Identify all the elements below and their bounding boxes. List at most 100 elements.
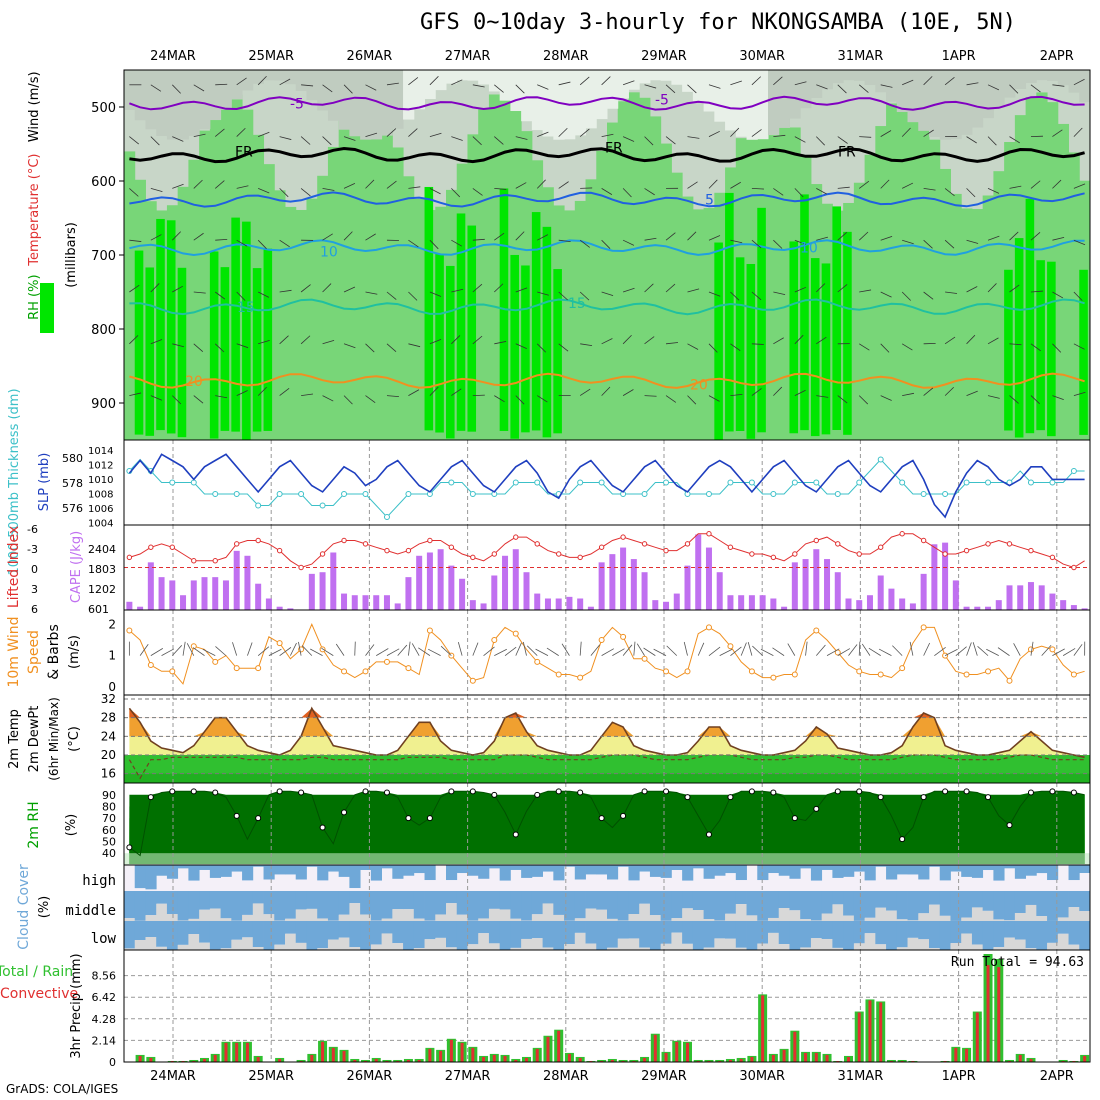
rh-band-moist	[295, 209, 307, 440]
rh-band-saturated	[1014, 238, 1024, 438]
wind-speed-line-point	[426, 627, 433, 634]
cloud-level-middle: middle	[65, 903, 116, 919]
wind-barb	[558, 343, 569, 352]
wind-barb	[665, 395, 677, 403]
rh2m-point	[491, 791, 498, 798]
cloud-cell-middle	[735, 891, 747, 905]
rh-band-moist	[220, 93, 232, 441]
cloud-cell-high	[939, 865, 951, 881]
cape-bar	[920, 573, 927, 610]
wind-barb	[966, 286, 978, 293]
cloud-unit: (%)	[37, 896, 52, 919]
cloud-gap-low	[703, 947, 715, 950]
cloud-cell-middle	[768, 891, 780, 918]
temp-tick: 24	[101, 729, 116, 743]
precip-convective-bar	[578, 1057, 582, 1062]
wind-barb	[537, 395, 548, 403]
rh-band-moist	[682, 196, 694, 440]
rh-legend-swatch	[40, 283, 54, 333]
isotherm-label: -5	[290, 96, 304, 112]
cloud-cell-middle	[864, 891, 876, 918]
wind-barb	[837, 284, 848, 293]
temp-ylabel-3: (6hr Min/Max)	[47, 697, 61, 781]
wind-barb	[343, 84, 353, 94]
precip-convective-bar	[621, 1060, 625, 1062]
wind-barb	[859, 289, 872, 293]
cloud-cell-middle	[682, 891, 694, 909]
wind-barb	[1030, 180, 1041, 189]
cloud-cell-middle	[338, 891, 350, 915]
lifted-index-point	[384, 547, 390, 554]
cloud-cell-middle	[285, 891, 297, 919]
thickness-line-point	[233, 491, 240, 497]
lifted-index-point	[255, 537, 261, 544]
cloud-cell-high	[446, 865, 458, 881]
temp-ylabel-4: (°C)	[67, 726, 82, 752]
wind-barb-10m	[354, 641, 356, 656]
cape-bar	[491, 575, 498, 610]
wind-barb	[193, 291, 206, 294]
wind-barb	[730, 127, 740, 137]
cloud-cell-middle	[124, 891, 136, 919]
precip-convective-bar	[653, 1034, 657, 1062]
rh-band-saturated	[735, 257, 745, 432]
wind-barb-10m	[1052, 648, 1065, 656]
cloud-cell-middle	[971, 891, 984, 908]
cloud-cell-low	[349, 921, 361, 948]
wind-barb	[322, 340, 335, 345]
wind-barb	[408, 343, 421, 348]
cloud-gap-middle	[499, 909, 511, 921]
cloud-cell-high	[177, 865, 189, 869]
wind-barb-10m	[934, 647, 946, 656]
cloud-cell-low	[778, 921, 790, 945]
wind-barb-10m	[310, 648, 323, 656]
precip-convective-bar	[310, 1054, 314, 1062]
rh-band-dry	[757, 70, 769, 140]
wind-barb	[622, 136, 635, 142]
wind-barb-10m	[215, 646, 227, 656]
rh-band-dry	[907, 70, 919, 123]
wind-barb	[1009, 231, 1019, 241]
thickness-line-point	[448, 479, 455, 486]
cloud-cell-high	[220, 865, 232, 877]
wind-barb-10m	[335, 643, 345, 656]
cloud-gap-low	[488, 943, 501, 950]
precip-tick: 4.28	[92, 1013, 117, 1026]
precip-convective-bar	[353, 1059, 357, 1062]
rh-band-moist	[768, 92, 780, 440]
cloud-cell-middle	[252, 891, 264, 904]
wind-tick: 2	[108, 617, 116, 631]
cloud-cell-high	[242, 865, 254, 881]
wind-barb	[923, 387, 934, 396]
cloud-gap-low	[778, 944, 790, 950]
wind-barb	[365, 233, 376, 241]
wind-barb	[1052, 84, 1065, 87]
wind-barb-10m	[697, 642, 705, 656]
wind-barb	[966, 239, 979, 244]
lifted-index-point	[534, 541, 540, 547]
rh-band-saturated	[209, 251, 219, 439]
wind-speed-line-point	[663, 668, 670, 675]
wind-ylabel-2: Speed	[26, 630, 42, 674]
wind-barb	[300, 335, 311, 345]
rh-band-dry	[982, 70, 994, 119]
precip-convective-bar	[1029, 1058, 1033, 1062]
slp-tick: 1004	[88, 519, 113, 530]
wind-barb	[301, 84, 314, 87]
wind-barb	[773, 337, 784, 345]
rh-band-saturated	[156, 218, 165, 431]
rh-band-dry	[188, 70, 200, 136]
wind-barb	[1009, 395, 1019, 404]
wind-ylabel-3: & Barbs	[46, 624, 62, 680]
cloud-gap-middle	[639, 903, 651, 921]
wind-barb	[429, 239, 439, 250]
cloud-cell-high	[424, 865, 436, 881]
cloud-gap-low	[542, 947, 554, 950]
cloud-gap-middle	[671, 918, 683, 921]
wind-speed-line-point	[727, 643, 734, 650]
cloud-cell-low	[188, 921, 200, 935]
wind-barb	[129, 284, 140, 293]
wind-barb	[322, 233, 333, 241]
cloud-gap-middle	[864, 917, 876, 921]
wind-barb	[408, 291, 418, 301]
